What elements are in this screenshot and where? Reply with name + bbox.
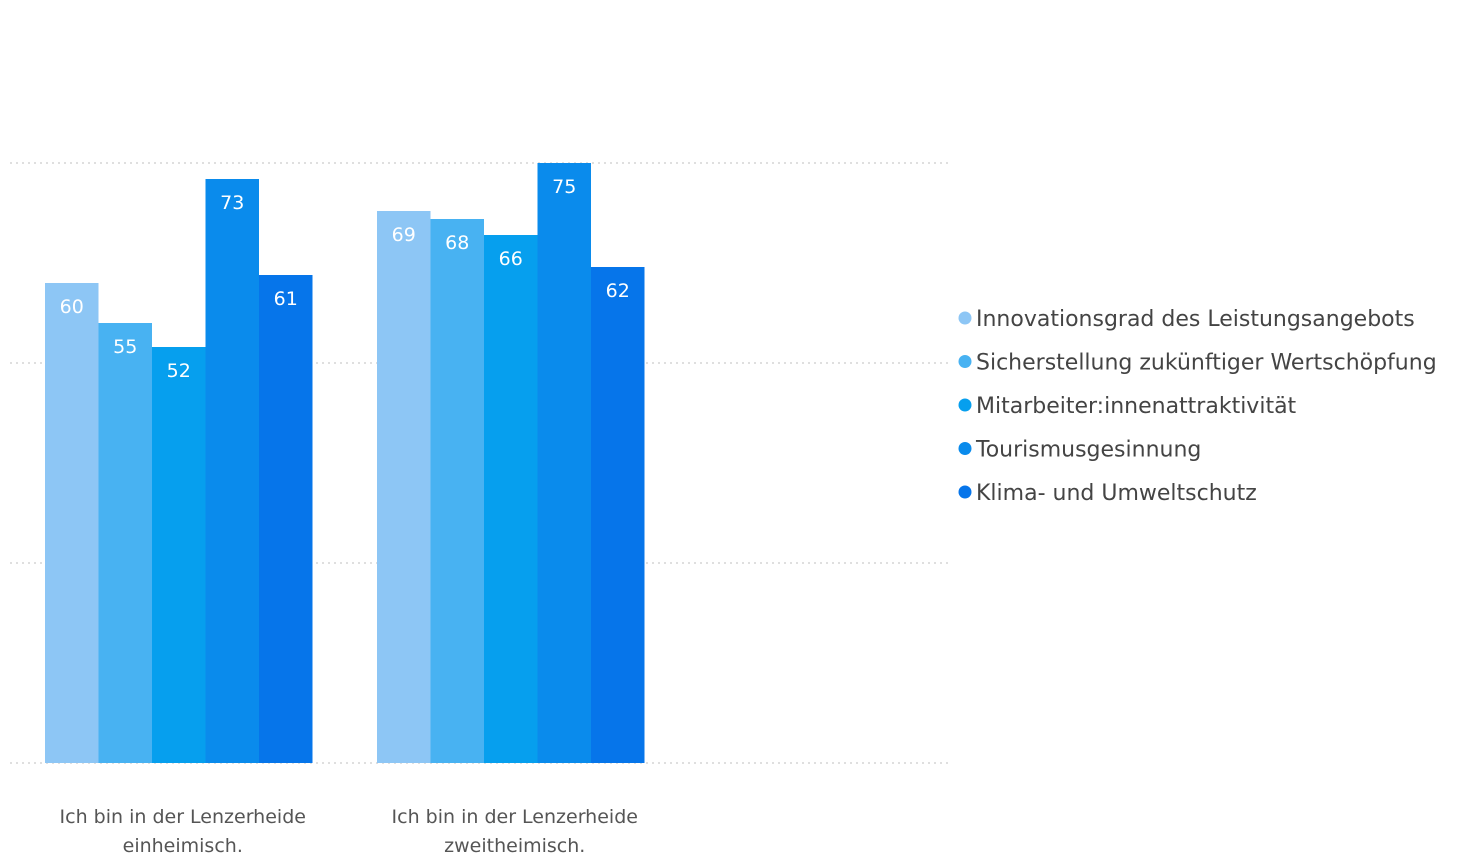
bar-2-1: [377, 211, 431, 763]
legend-label-1: Innovationsgrad des Leistungsangebots: [976, 307, 1415, 332]
data-labels: 60 55 52 73 61 69 68 66 75 62: [60, 176, 630, 382]
data-label-1-1: 60: [60, 296, 84, 318]
category-label-1-line-2: einheimisch.: [123, 835, 243, 857]
legend-label-5: Klima- und Umweltschutz: [976, 481, 1257, 506]
bar-2-5: [591, 267, 645, 763]
legend-marker-3: [958, 398, 972, 412]
bar-1-4: [205, 179, 259, 763]
bars: [45, 163, 645, 763]
bar-1-2: [98, 323, 152, 763]
category-label-1-line-1: Ich bin in der Lenzerheide: [60, 806, 306, 828]
data-label-1-2: 55: [113, 336, 137, 358]
legend-marker-4: [958, 442, 972, 455]
legend: Innovationsgrad des Leistungsangebots Sic…: [958, 307, 1437, 506]
bar-2-3: [484, 235, 538, 763]
data-label-1-5: 61: [274, 288, 298, 310]
legend-marker-1: [958, 311, 972, 325]
data-label-2-4: 75: [552, 176, 576, 198]
legend-label-2: Sicherstellung zukünftiger Wertschöpfung: [976, 351, 1437, 376]
bar-1-5: [259, 275, 313, 763]
category-labels: Ich bin in der Lenzerheide einheimisch. Ic…: [60, 806, 638, 857]
category-label-2-line-2: zweitheimisch.: [444, 835, 585, 857]
bar-1-1: [45, 283, 99, 763]
data-label-1-3: 52: [167, 360, 191, 382]
legend-label-4: Tourismusgesinnung: [975, 438, 1201, 463]
bar-1-3: [152, 347, 206, 763]
bar-2-4: [537, 163, 591, 763]
legend-marker-5: [958, 485, 972, 499]
data-label-2-2: 68: [445, 232, 469, 254]
data-label-2-3: 66: [499, 248, 523, 270]
data-label-1-4: 73: [220, 192, 244, 214]
legend-marker-2: [958, 355, 972, 368]
legend-label-3: Mitarbeiter:innenattraktivität: [976, 394, 1297, 419]
bar-2-2: [430, 219, 484, 763]
category-label-2-line-1: Ich bin in der Lenzerheide: [392, 806, 638, 828]
data-label-2-1: 69: [392, 224, 416, 246]
data-label-2-5: 62: [606, 280, 630, 302]
